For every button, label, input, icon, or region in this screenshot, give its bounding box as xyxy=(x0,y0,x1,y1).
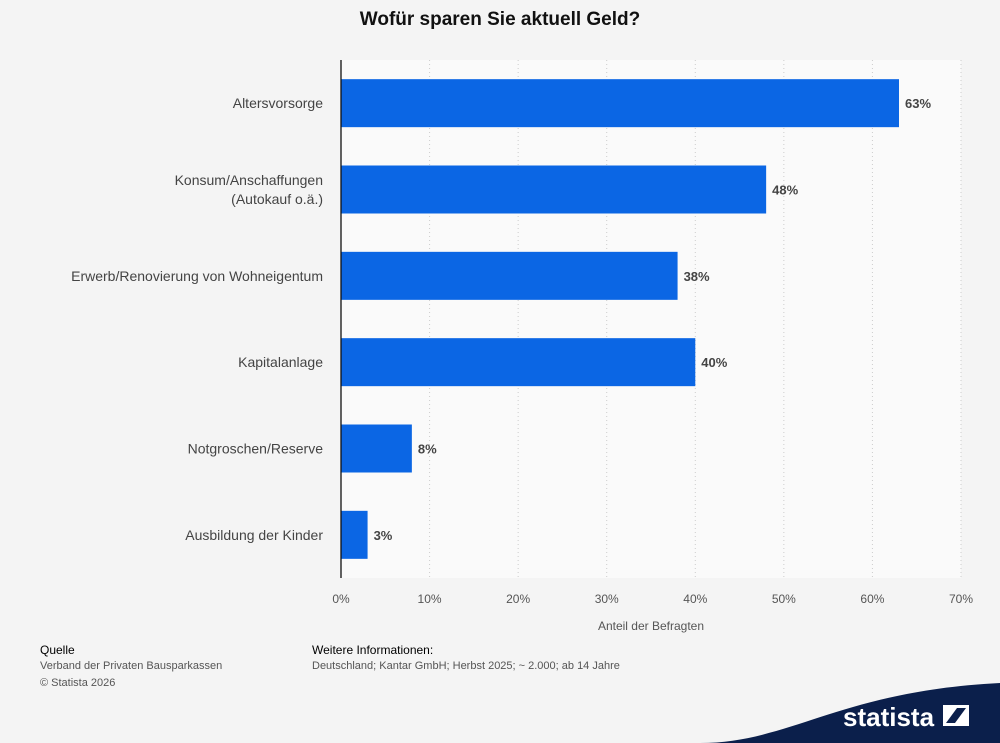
x-tick-label: 20% xyxy=(506,592,530,606)
value-label: 38% xyxy=(684,269,710,284)
category-label: Ausbildung der Kinder xyxy=(185,527,323,543)
x-tick-label: 30% xyxy=(595,592,619,606)
category-label: (Autokauf o.ä.) xyxy=(231,191,323,207)
statista-logo-icon xyxy=(943,705,969,726)
source-heading: Quelle xyxy=(40,643,75,657)
category-label: Kapitalanlage xyxy=(238,354,323,370)
chart-title: Wofür sparen Sie aktuell Geld? xyxy=(359,9,641,30)
info-text: Deutschland; Kantar GmbH; Herbst 2025; ~… xyxy=(312,660,620,672)
value-label: 3% xyxy=(374,528,393,543)
value-label: 8% xyxy=(418,442,437,457)
brand-swoosh xyxy=(700,683,1000,743)
x-tick-label: 50% xyxy=(772,592,796,606)
bar xyxy=(341,165,767,214)
value-label: 48% xyxy=(772,183,798,198)
bar xyxy=(341,424,412,473)
brand-name: statista xyxy=(843,702,935,732)
category-label: Altersvorsorge xyxy=(233,95,323,111)
bar xyxy=(341,338,696,387)
bar xyxy=(341,510,368,559)
value-label: 63% xyxy=(905,96,931,111)
bar xyxy=(341,251,678,300)
x-tick-label: 0% xyxy=(332,592,350,606)
x-tick-label: 40% xyxy=(683,592,707,606)
category-label: Erwerb/Renovierung von Wohneigentum xyxy=(71,268,323,284)
info-heading: Weitere Informationen: xyxy=(312,643,434,657)
bar xyxy=(341,79,899,128)
statista-brand[interactable]: statista xyxy=(700,683,1000,743)
x-tick-label: 60% xyxy=(860,592,884,606)
category-label: Konsum/Anschaffungen xyxy=(175,172,323,188)
x-tick-label: 10% xyxy=(418,592,442,606)
value-label: 40% xyxy=(701,355,727,370)
copyright-text: © Statista 2026 xyxy=(40,677,116,689)
source-text: Verband der Privaten Bausparkassen xyxy=(40,660,223,672)
category-label: Notgroschen/Reserve xyxy=(188,441,324,457)
x-axis-title: Anteil der Befragten xyxy=(598,619,704,633)
plot-area xyxy=(341,60,961,578)
x-tick-label: 70% xyxy=(949,592,973,606)
